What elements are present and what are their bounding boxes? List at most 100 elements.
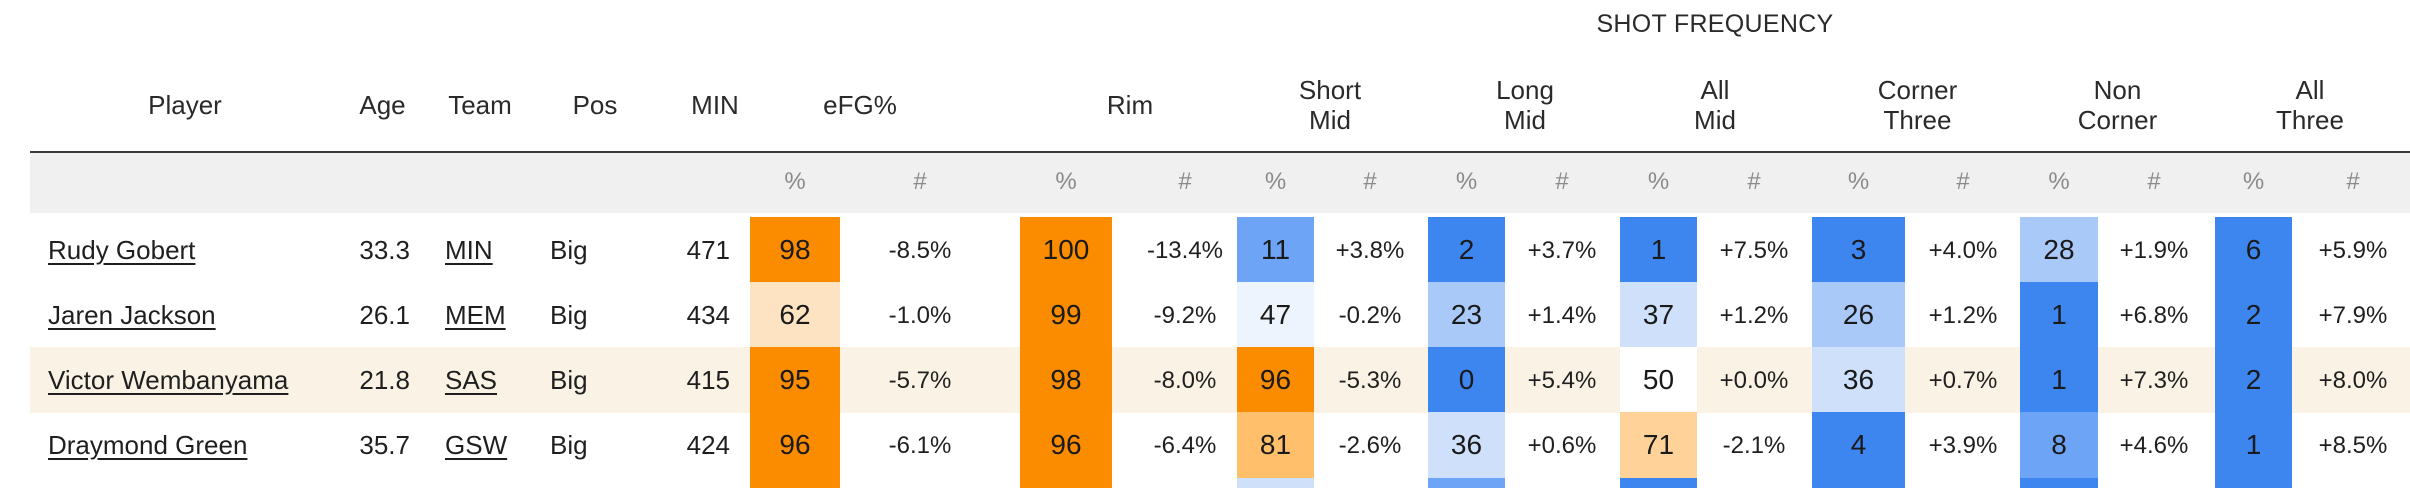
percentile-cell-non-corner: 28 xyxy=(2020,217,2098,283)
percentile-cell-all-mid: 1 xyxy=(1620,217,1697,283)
delta-cell-all-mid: +7.5% xyxy=(1719,237,1789,264)
header-short-mid-line2: Mid xyxy=(1309,105,1351,135)
age-cell: 26.1 xyxy=(359,300,410,330)
header-rim[interactable]: Rim xyxy=(1106,90,1154,120)
delta-cell-non-corner: +4.6% xyxy=(2119,432,2189,459)
group-title: SHOT FREQUENCY xyxy=(1596,10,1834,38)
subheader-pct-all-mid[interactable]: % xyxy=(1647,168,1670,195)
percentile-cell-non-corner: 1 xyxy=(2020,347,2098,413)
header-corner-three-line1: Corner xyxy=(1877,75,1958,105)
subheader-num-corner-three[interactable]: # xyxy=(1956,168,1970,195)
delta-cell-long-mid: +1.4% xyxy=(1527,302,1597,329)
next-row-cell-edge xyxy=(1620,478,1697,488)
player-link[interactable]: Rudy Gobert xyxy=(48,235,196,265)
subheader-bar xyxy=(30,153,2410,213)
header-non-corner[interactable]: Non Corner xyxy=(2025,75,2210,135)
next-row-cell-edge xyxy=(1812,478,1905,488)
header-team[interactable]: Team xyxy=(448,90,512,120)
percentile-cell-non-corner: 8 xyxy=(2020,412,2098,478)
next-row-cell-edge xyxy=(1020,478,1112,488)
percentile-cell-efg: 96 xyxy=(750,412,840,478)
position-cell: Big xyxy=(550,300,588,330)
percentile-cell-corner-three: 36 xyxy=(1812,347,1905,413)
team-link[interactable]: MIN xyxy=(445,235,493,265)
percentile-cell-long-mid: 2 xyxy=(1428,217,1505,283)
delta-cell-rim: -8.0% xyxy=(1153,367,1217,394)
team-cell: GSW xyxy=(445,430,507,460)
percentile-cell-all-three: 2 xyxy=(2215,347,2292,413)
subheader-num-short-mid[interactable]: # xyxy=(1363,168,1377,195)
header-pos[interactable]: Pos xyxy=(572,90,618,120)
header-short-mid[interactable]: Short Mid xyxy=(1240,75,1420,135)
percentile-cell-long-mid: 23 xyxy=(1428,282,1505,348)
subheader-pct-all-three[interactable]: % xyxy=(2242,168,2265,195)
player-link[interactable]: Draymond Green xyxy=(48,430,248,460)
delta-cell-efg: -6.1% xyxy=(888,432,952,459)
delta-cell-short-mid: -5.3% xyxy=(1338,367,1402,394)
percentile-cell-efg: 62 xyxy=(750,282,840,348)
percentile-cell-all-mid: 50 xyxy=(1620,347,1697,413)
subheader-num-rim[interactable]: # xyxy=(1178,168,1192,195)
header-age[interactable]: Age xyxy=(359,90,406,120)
percentile-cell-corner-three: 4 xyxy=(1812,412,1905,478)
next-row-cell-edge xyxy=(1237,478,1314,488)
header-all-three[interactable]: All Three xyxy=(2220,75,2400,135)
header-all-three-line1: All xyxy=(2295,75,2325,105)
header-divider xyxy=(30,151,2410,153)
delta-cell-rim: -9.2% xyxy=(1153,302,1217,329)
delta-cell-short-mid: -2.6% xyxy=(1338,432,1402,459)
subheader-pct-long-mid[interactable]: % xyxy=(1455,168,1478,195)
percentile-cell-all-mid: 37 xyxy=(1620,282,1697,348)
delta-cell-long-mid: +5.4% xyxy=(1527,367,1597,394)
player-link[interactable]: Victor Wembanyama xyxy=(48,365,289,395)
player-link[interactable]: Jaren Jackson xyxy=(48,300,216,330)
team-link[interactable]: MEM xyxy=(445,300,506,330)
percentile-cell-long-mid: 0 xyxy=(1428,347,1505,413)
minutes-cell: 434 xyxy=(686,300,730,330)
header-corner-three-line2: Three xyxy=(1883,105,1952,135)
header-min[interactable]: MIN xyxy=(691,90,739,120)
delta-cell-all-mid: +1.2% xyxy=(1719,302,1789,329)
percentile-cell-short-mid: 96 xyxy=(1237,347,1314,413)
position-cell: Big xyxy=(550,430,588,460)
subheader-num-long-mid[interactable]: # xyxy=(1555,168,1569,195)
delta-cell-short-mid: +3.8% xyxy=(1335,237,1405,264)
delta-cell-corner-three: +3.9% xyxy=(1928,432,1998,459)
delta-cell-efg: -5.7% xyxy=(888,367,952,394)
team-cell: SAS xyxy=(445,365,497,395)
subheader-pct-rim[interactable]: % xyxy=(1055,168,1077,195)
subheader-num-all-mid[interactable]: # xyxy=(1747,168,1761,195)
team-link[interactable]: GSW xyxy=(445,430,508,460)
header-all-mid[interactable]: All Mid xyxy=(1625,75,1805,135)
row-highlight xyxy=(30,347,2410,413)
delta-cell-corner-three: +4.0% xyxy=(1928,237,1998,264)
subheader-num-all-three[interactable]: # xyxy=(2346,168,2360,195)
percentile-cell-corner-three: 3 xyxy=(1812,217,1905,283)
delta-cell-non-corner: +1.9% xyxy=(2119,237,2189,264)
header-long-mid[interactable]: Long Mid xyxy=(1435,75,1615,135)
delta-cell-all-three: +5.9% xyxy=(2318,237,2388,264)
header-efg[interactable]: eFG% xyxy=(823,90,897,120)
team-link[interactable]: SAS xyxy=(445,365,498,395)
percentile-cell-non-corner: 1 xyxy=(2020,282,2098,348)
subheader-pct-short-mid[interactable]: % xyxy=(1264,168,1287,195)
next-row-cell-edge xyxy=(2020,478,2098,488)
subheader-pct-non-corner[interactable]: % xyxy=(2048,168,2070,195)
subheader-num-non-corner[interactable]: # xyxy=(2147,168,2161,195)
subheader-pct-corner-three[interactable]: % xyxy=(1847,168,1870,195)
percentile-cell-rim: 96 xyxy=(1020,412,1112,478)
percentile-cell-efg: 98 xyxy=(750,217,840,283)
subheader-num-efg[interactable]: # xyxy=(913,168,927,195)
delta-cell-efg: -8.5% xyxy=(888,237,952,264)
delta-cell-corner-three: +1.2% xyxy=(1928,302,1998,329)
percentile-cell-all-mid: 71 xyxy=(1620,412,1697,478)
next-row-cell-edge xyxy=(1428,478,1505,488)
delta-cell-non-corner: +6.8% xyxy=(2119,302,2189,329)
subheader-pct-efg[interactable]: % xyxy=(784,168,806,195)
header-non-corner-line2: Corner xyxy=(2077,105,2158,135)
percentile-cell-short-mid: 47 xyxy=(1237,282,1314,348)
header-all-three-line2: Three xyxy=(2276,105,2344,135)
header-player[interactable]: Player xyxy=(148,90,222,120)
delta-cell-efg: -1.0% xyxy=(888,302,952,329)
header-corner-three[interactable]: Corner Three xyxy=(1820,75,2015,135)
